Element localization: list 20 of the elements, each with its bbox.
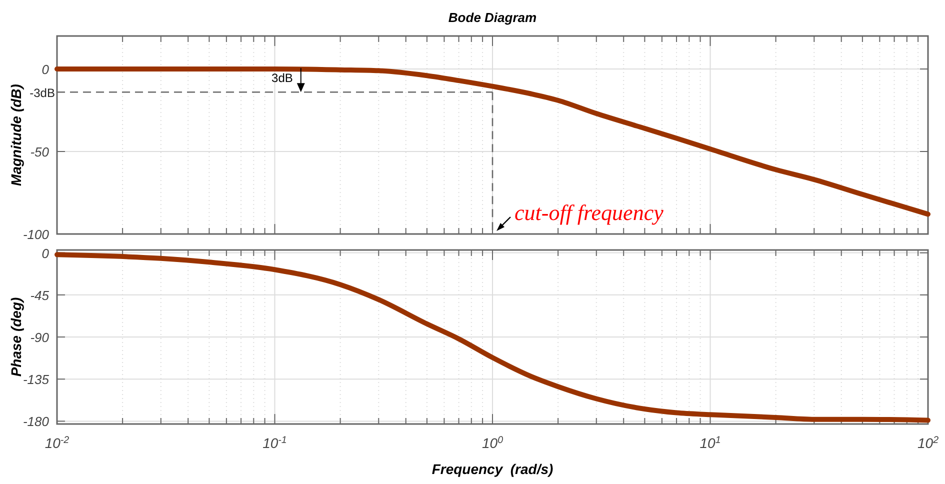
annotation: 3dB [272,71,293,86]
x-tick-label: 10$^{0}$ [482,434,504,451]
chart-title: Bode Diagram [448,10,537,25]
x-tick-label: 10$^{-1}$ [262,434,287,451]
y-tick-label: -180 [22,414,50,430]
x-axis-title: Frequency (rad/s) [432,461,554,477]
y-tick-label: -90 [30,330,50,345]
y-axis-title: Magnitude (dB) [8,84,24,186]
x-tick-label: 10$^{2}$ [917,434,940,451]
y-tick-label: 0 [42,62,50,77]
y-tick-label: -135 [22,372,50,388]
y-tick-label: -50 [30,144,50,160]
ref-line-label: -3dB [30,86,55,100]
y-tick-label: -45 [30,288,50,303]
y-tick-label: -100 [22,227,50,242]
x-tick-label: 10$^{1}$ [700,434,721,451]
annotation: cut-off frequency [514,200,664,225]
y-axis-title: Phase (deg) [8,296,24,377]
y-tick-label: 0 [42,246,50,261]
x-tick-label: 10$^{-2}$ [44,434,70,451]
